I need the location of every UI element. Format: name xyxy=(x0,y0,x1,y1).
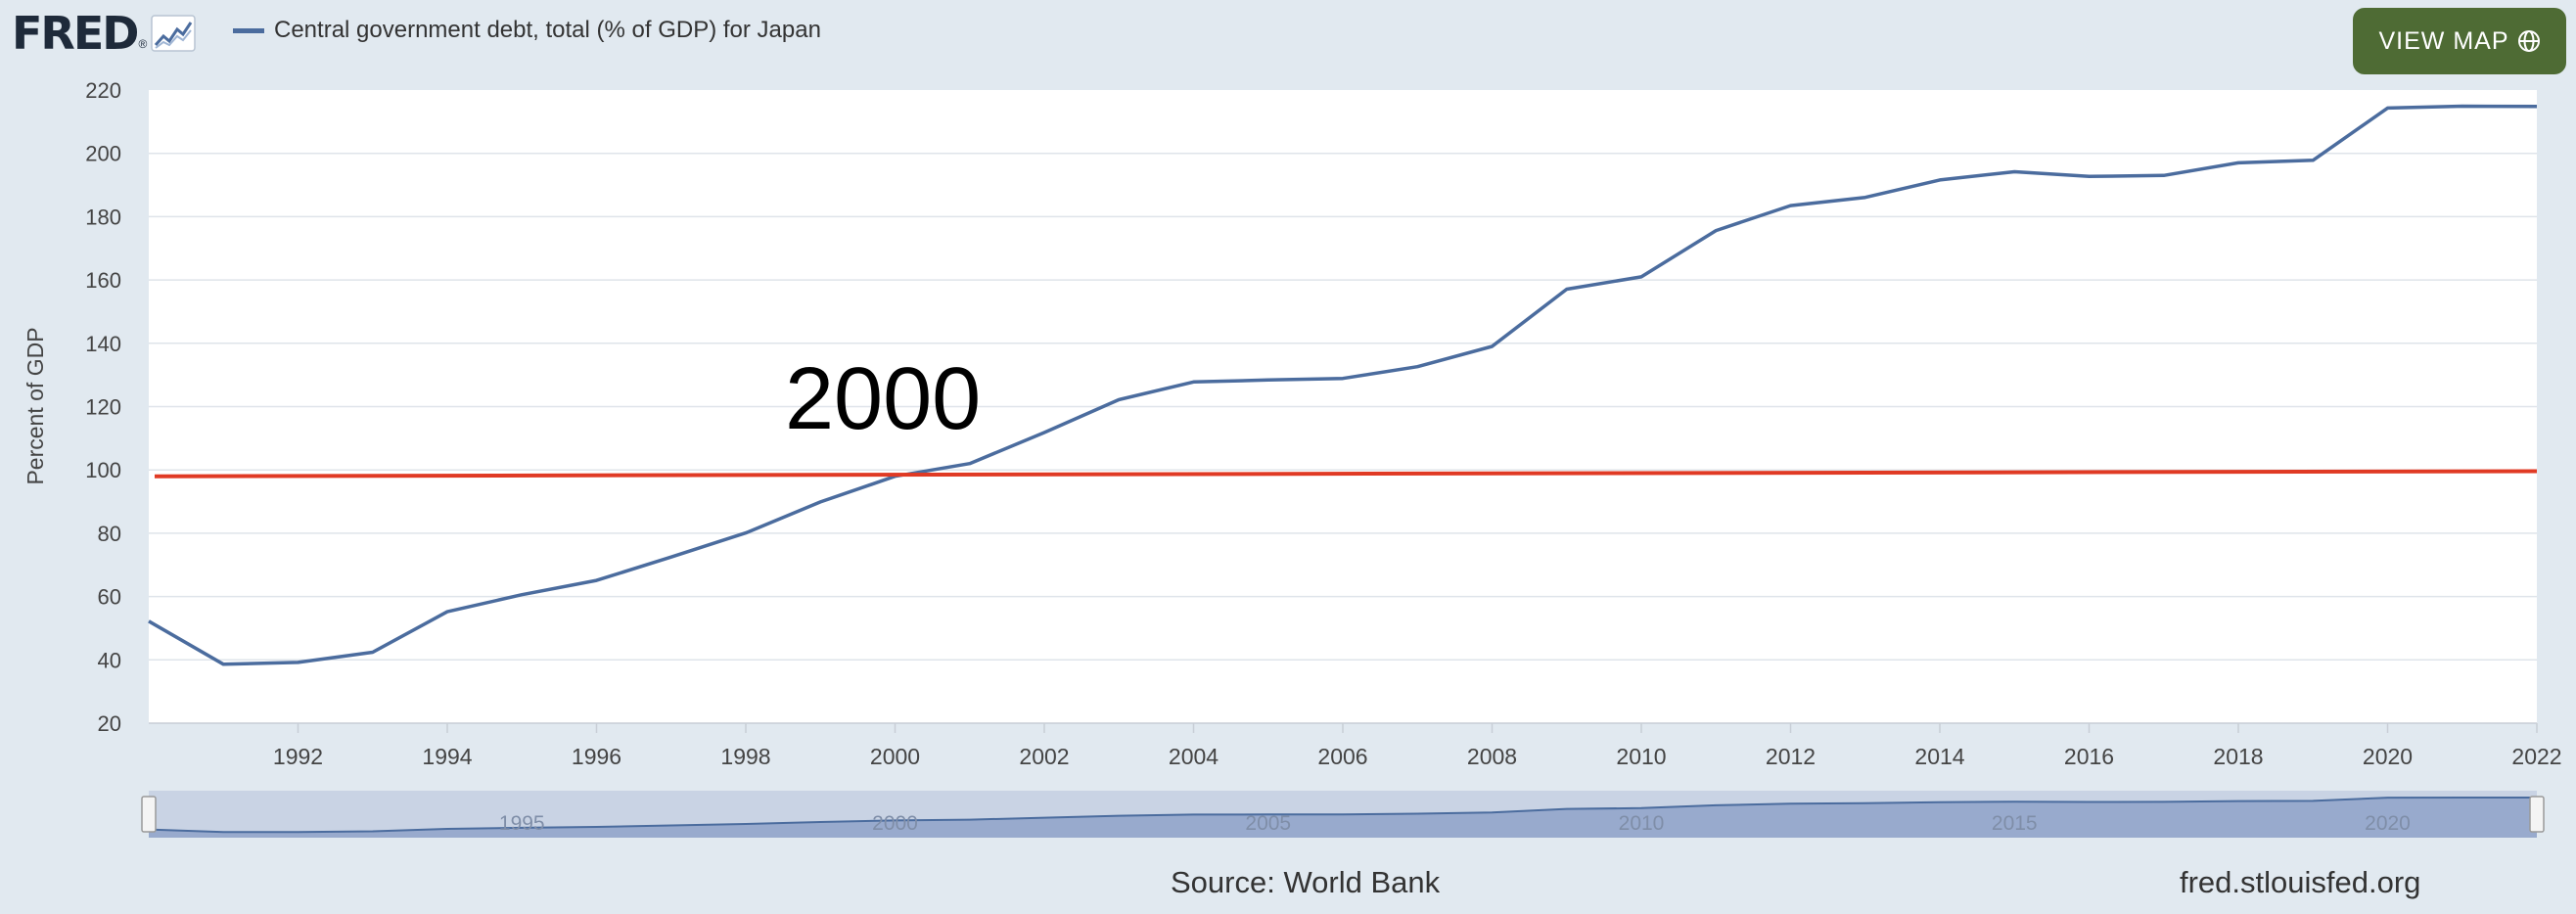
fred-logo[interactable]: FRED ® xyxy=(12,7,197,60)
navigator-tick-label: 2010 xyxy=(1619,812,1665,835)
x-tick-label: 2002 xyxy=(1019,744,1069,769)
y-tick-label: 140 xyxy=(85,332,121,356)
navigator-tick-label: 2015 xyxy=(1992,812,2038,835)
x-tick-label: 1992 xyxy=(273,744,323,769)
series-line xyxy=(148,104,2538,666)
logo-text: FRED xyxy=(12,7,139,60)
grid-lines xyxy=(149,152,2537,724)
x-tick-label: 2022 xyxy=(2511,744,2561,769)
y-tick-label: 180 xyxy=(85,205,121,229)
y-tick-label: 120 xyxy=(85,395,121,420)
logo-registered-mark: ® xyxy=(138,37,148,51)
x-tick-label: 1998 xyxy=(720,744,770,769)
x-tick-label: 2012 xyxy=(1766,744,1816,769)
y-tick-label: 220 xyxy=(85,78,121,103)
x-tick-label: 2020 xyxy=(2363,744,2413,769)
series-group xyxy=(148,104,2538,666)
site-url-label[interactable]: fred.stlouisfed.org xyxy=(2180,865,2421,899)
x-tick-label: 1994 xyxy=(422,744,472,769)
view-map-button[interactable]: VIEW MAP xyxy=(2353,8,2566,74)
chart-legend: Central government debt, total (% of GDP… xyxy=(233,17,821,44)
y-tick-label: 60 xyxy=(98,585,121,610)
x-tick-label: 2006 xyxy=(1317,744,1367,769)
navigator-series-line xyxy=(148,797,2537,834)
reference-line xyxy=(154,469,2538,479)
x-axis-ticks: 1992 1994 1996 1998 2000 2002 2004 2006 2008 2010… xyxy=(273,723,2562,769)
source-label: Source: World Bank xyxy=(1171,865,1441,899)
y-tick-label: 20 xyxy=(98,711,121,736)
navigator-left-handle[interactable] xyxy=(141,796,157,833)
x-tick-label: 2008 xyxy=(1467,744,1517,769)
navigator-series-area xyxy=(149,798,2537,838)
y-axis-label: Percent of GDP xyxy=(23,327,48,484)
view-map-label: VIEW MAP xyxy=(2378,26,2509,55)
reference-annotation: 2000 xyxy=(785,350,981,448)
x-tick-label: 1996 xyxy=(572,744,621,769)
x-tick-label: 2010 xyxy=(1616,744,1666,769)
legend-swatch xyxy=(233,27,264,33)
y-axis-ticks: 20 40 60 80 100 120 140 160 180 200 220 xyxy=(85,78,121,736)
x-tick-label: 2016 xyxy=(2064,744,2114,769)
y-tick-label: 200 xyxy=(85,142,121,166)
logo-chart-icon xyxy=(151,15,197,52)
y-tick-label: 40 xyxy=(98,648,121,672)
y-tick-label: 100 xyxy=(85,458,121,482)
navigator-tick-label: 2005 xyxy=(1245,812,1291,835)
globe-icon xyxy=(2517,30,2540,52)
range-navigator[interactable]: 1995 2000 2005 2010 2015 2020 xyxy=(141,791,2545,838)
navigator-tick-label: 1995 xyxy=(499,812,545,835)
navigator-ticks: 1995 2000 2005 2010 2015 2020 xyxy=(499,812,2411,835)
navigator-tick-label: 2000 xyxy=(872,812,918,835)
y-tick-label: 80 xyxy=(98,522,121,546)
navigator-right-handle[interactable] xyxy=(2529,796,2545,833)
legend-label: Central government debt, total (% of GDP… xyxy=(274,17,821,43)
x-tick-label: 2004 xyxy=(1169,744,1219,769)
x-tick-label: 2014 xyxy=(1914,744,1964,769)
y-tick-label: 160 xyxy=(85,268,121,293)
x-tick-label: 2018 xyxy=(2213,744,2263,769)
x-tick-label: 2000 xyxy=(870,744,920,769)
navigator-tick-label: 2020 xyxy=(2365,812,2411,835)
